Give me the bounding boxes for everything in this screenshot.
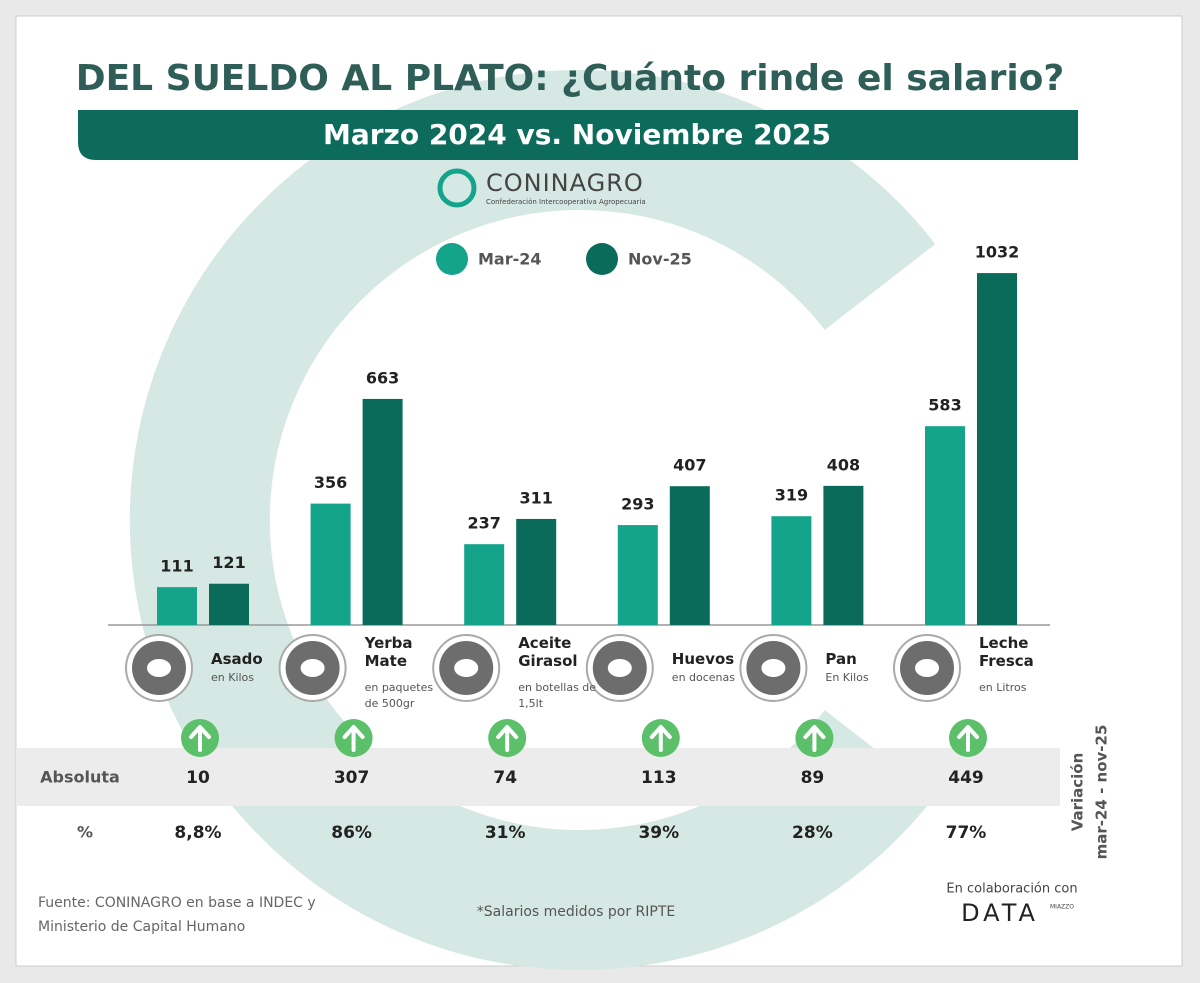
up-arrow-glyph (496, 725, 519, 752)
up-arrow-glyph (803, 725, 826, 752)
legend-label: Mar-24 (478, 250, 542, 269)
category-label: Yerba Mate (364, 634, 413, 670)
collab-by: MIAZZO (1050, 904, 1074, 911)
variation-band (16, 748, 1060, 806)
bar (516, 518, 557, 625)
bar (157, 587, 197, 625)
data-label: 237 (467, 514, 500, 533)
variation-value: 89 (801, 768, 825, 788)
collab-text: En colaboración con (946, 882, 1077, 897)
source: Fuente: CONINAGRO en base a INDEC y Mini… (38, 895, 316, 935)
row-label: % (77, 823, 93, 842)
bar (617, 525, 658, 625)
variation-value: 449 (948, 768, 984, 788)
up-arrow-glyph (649, 725, 672, 752)
up-arrow-glyph (957, 725, 979, 752)
variation-value: 28% (792, 823, 833, 843)
bar (209, 583, 249, 625)
category-label: Aceite Girasol (518, 634, 578, 670)
bar (362, 398, 403, 625)
category-unit: En Kilos (825, 671, 869, 684)
category-unit: en botellas de 1,5lt (518, 681, 597, 710)
legend-swatch (586, 243, 618, 275)
icon-glyph (300, 659, 325, 677)
category-unit: en docenas (671, 671, 736, 684)
variation-period: mar-24 - nov-25 (1093, 725, 1111, 860)
data-label: 356 (314, 473, 347, 492)
icon-glyph (607, 659, 632, 677)
icon-glyph (915, 659, 939, 677)
variation-value: 31% (485, 823, 526, 843)
category-unit: en paquetes de 500gr (364, 681, 434, 710)
category-label: Asado (211, 650, 263, 668)
category-unit: en Kilos (211, 671, 255, 684)
variation-value: 39% (638, 823, 679, 843)
subtitle: Marzo 2024 vs. Noviembre 2025 (323, 118, 831, 151)
data-label: 121 (212, 553, 245, 572)
up-arrow-glyph (189, 725, 211, 752)
title: DEL SUELDO AL PLATO: ¿Cuánto rinde el sa… (76, 58, 1065, 99)
subtitle-banner (78, 110, 1078, 160)
data-label: 663 (366, 368, 399, 387)
icon-glyph (147, 659, 171, 677)
logo-icon (437, 168, 477, 208)
variation-value: 74 (493, 768, 517, 788)
data-label: 319 (775, 486, 808, 505)
legend-swatch (436, 243, 468, 275)
variation-value: 307 (334, 768, 370, 788)
variation-label: Variación (1069, 753, 1087, 832)
category-label: Pan (825, 650, 857, 668)
variation-value: 113 (641, 768, 677, 788)
note: *Salarios medidos por RIPTE (477, 904, 675, 920)
collab-name: DATA (961, 899, 1039, 927)
variation-value: 86% (331, 823, 372, 843)
bar (925, 426, 965, 625)
data-label: 311 (519, 488, 552, 507)
variation-value: 77% (946, 823, 987, 843)
variation-value: 10 (186, 768, 210, 788)
category-label: Leche Fresca (979, 634, 1034, 670)
up-arrow-glyph (342, 725, 365, 752)
bar (823, 485, 864, 625)
category-unit: en Litros (979, 681, 1027, 694)
bar (669, 486, 710, 625)
bar (771, 516, 812, 625)
data-label: 293 (621, 495, 654, 514)
bar (977, 273, 1017, 625)
data-label: 407 (673, 456, 706, 475)
bar (310, 503, 351, 625)
icon-glyph (454, 659, 479, 677)
category-label: Huevos (671, 650, 735, 668)
data-label: 408 (827, 455, 860, 474)
logo-name: CONINAGRO (486, 169, 644, 197)
bar (464, 544, 505, 625)
icon-glyph (761, 659, 786, 677)
row-label: Absoluta (40, 768, 120, 787)
variation-value: 8,8% (174, 823, 221, 843)
logo-tagline: Confederación Intercooperativa Agropecua… (486, 198, 646, 206)
data-label: 111 (160, 557, 193, 576)
legend-label: Nov-25 (628, 250, 692, 269)
data-label: 583 (928, 396, 961, 415)
data-label: 1032 (975, 243, 1020, 262)
